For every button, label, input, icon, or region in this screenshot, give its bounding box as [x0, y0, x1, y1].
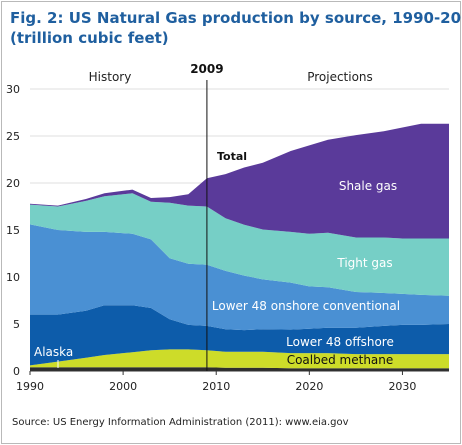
x-tick-label: 1990 — [16, 380, 44, 393]
y-tick-label: 20 — [6, 177, 20, 190]
projections-label: Projections — [307, 70, 373, 84]
area-lower-48-offshore — [30, 305, 449, 366]
area-lower-48-onshore-conventional — [30, 224, 449, 331]
y-tick-label: 5 — [13, 318, 20, 331]
series-label-alaska: Alaska — [34, 345, 73, 359]
area-coalbed-methane — [30, 349, 449, 369]
area-alaska — [30, 367, 449, 371]
total-label: Total — [217, 150, 247, 163]
x-tick-label: 2010 — [202, 380, 230, 393]
series-label-coalbed-methane: Coalbed methane — [287, 353, 394, 367]
y-tick-label: 15 — [6, 224, 20, 237]
area-shale-gas — [30, 123, 449, 239]
y-tick-label: 0 — [13, 365, 20, 378]
chart-title: Fig. 2: US Natural Gas production by sou… — [10, 9, 462, 27]
area-tight-gas — [30, 193, 449, 296]
y-tick-label: 30 — [6, 83, 20, 96]
series-label-lower-48-onshore-conventional: Lower 48 onshore conventional — [212, 299, 400, 313]
x-tick-label: 2030 — [388, 380, 416, 393]
series-label-lower-48-offshore: Lower 48 offshore — [286, 335, 394, 349]
y-tick-label: 10 — [6, 271, 20, 284]
chart-title-block: Fig. 2: US Natural Gas production by sou… — [10, 8, 462, 48]
history-label: History — [89, 70, 132, 84]
series-label-shale-gas: Shale gas — [339, 179, 397, 193]
series-label-tight-gas: Tight gas — [336, 256, 392, 270]
stacked-areas — [30, 123, 449, 371]
chart-subtitle: (trillion cubic feet) — [10, 29, 169, 47]
source-note: Source: US Energy Information Administra… — [12, 417, 349, 428]
x-tick-label: 2020 — [295, 380, 323, 393]
divider-label: 2009 — [190, 62, 223, 76]
y-tick-label: 25 — [6, 130, 20, 143]
x-tick-label: 2000 — [109, 380, 137, 393]
